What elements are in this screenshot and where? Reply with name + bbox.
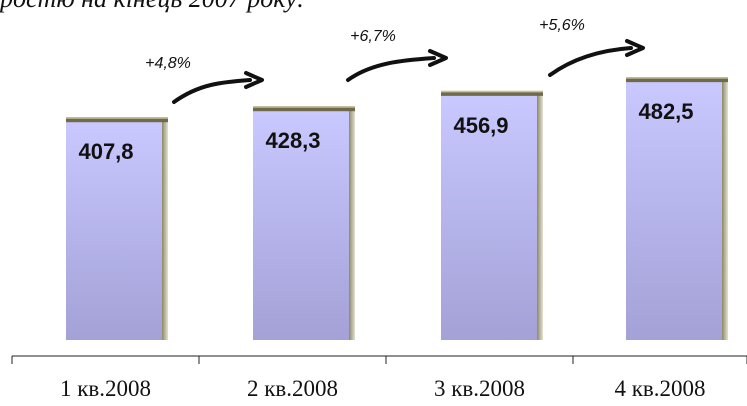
growth-arrow-1 xyxy=(172,71,264,104)
bar-value-label-2: 428,3 xyxy=(265,128,320,153)
growth-arrow-line-3 xyxy=(548,46,633,77)
x-tick-label-4: 4 кв.2008 xyxy=(614,376,705,401)
bar-side-4 xyxy=(722,79,728,341)
growth-arrow-head-1 xyxy=(244,71,264,89)
bar-4 xyxy=(626,81,722,341)
bar-value-label-3: 456,9 xyxy=(453,113,508,138)
bar-group-2 xyxy=(253,106,355,341)
bar-cap-highlight-4 xyxy=(626,77,728,79)
bar-1 xyxy=(66,121,162,340)
growth-arrows-layer xyxy=(172,39,645,104)
growth-arrow-line-1 xyxy=(172,78,252,104)
growth-label-1: +4,8% xyxy=(145,55,191,72)
growth-arrow-head-3 xyxy=(625,39,645,57)
bar-value-label-4: 482,5 xyxy=(638,99,693,124)
bars-layer xyxy=(66,77,728,341)
bar-group-4 xyxy=(626,77,728,341)
bar-group-1 xyxy=(66,117,168,340)
x-tick-label-1: 1 кв.2008 xyxy=(60,376,151,401)
bar-2 xyxy=(253,110,349,341)
bar-3 xyxy=(441,94,537,340)
growth-arrow-2 xyxy=(346,49,448,82)
bar-cap-1 xyxy=(66,117,168,123)
growth-label-3: +5,6% xyxy=(539,17,585,34)
bar-cap-3 xyxy=(441,90,543,96)
labels-layer: 407,8 428,3 456,9 482,5 +4,8% +6,7% +5,6% 1 кв.… xyxy=(60,17,706,401)
growth-arrow-head-2 xyxy=(428,49,448,67)
bar-cap-2 xyxy=(253,106,355,112)
growth-arrow-3 xyxy=(548,39,645,77)
bar-side-1 xyxy=(162,119,168,340)
bar-value-label-1: 407,8 xyxy=(78,139,133,164)
bar-cap-highlight-3 xyxy=(441,90,543,93)
x-axis xyxy=(11,355,747,364)
bar-cap-highlight-1 xyxy=(66,117,168,119)
bar-cap-4 xyxy=(626,77,728,83)
heading-fragment: ростю на кінець 2007 року: xyxy=(0,0,305,12)
growth-arrow-line-2 xyxy=(346,56,436,82)
bar-side-3 xyxy=(537,92,543,340)
x-tick-label-3: 3 кв.2008 xyxy=(434,376,525,401)
bar-side-2 xyxy=(349,108,355,341)
x-tick-label-2: 2 кв.2008 xyxy=(247,376,338,401)
bar-cap-highlight-2 xyxy=(253,106,355,108)
growth-label-2: +6,7% xyxy=(350,28,396,45)
bar-group-3 xyxy=(441,90,543,340)
